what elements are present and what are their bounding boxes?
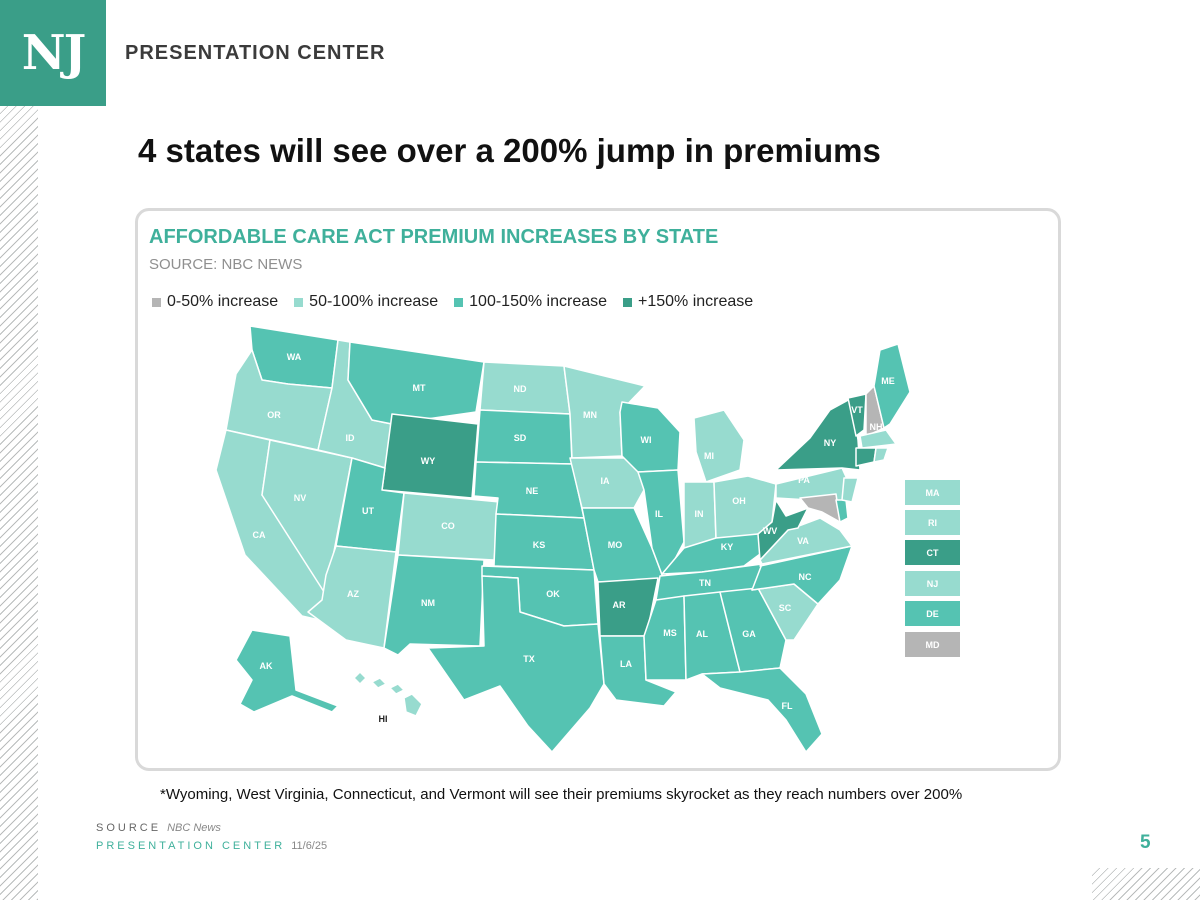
legend-swatch — [152, 297, 161, 307]
legend-item-mid: 50-100% increase — [294, 293, 438, 311]
state-label: CA — [253, 530, 266, 540]
state-ri — [873, 447, 889, 463]
state-label: WI — [641, 435, 652, 445]
state-label: TX — [523, 654, 535, 664]
state-label: ND — [514, 384, 527, 394]
state-label: NH — [870, 422, 883, 432]
state-label: LA — [620, 659, 632, 669]
state-label: KS — [533, 540, 546, 550]
state-label: OK — [546, 589, 560, 599]
nj-logo: NJ — [0, 0, 106, 106]
state-label: MS — [663, 628, 677, 638]
ne-box-ri: RI — [905, 510, 960, 535]
state-label: UT — [362, 506, 374, 516]
state-label: IN — [695, 509, 704, 519]
state-ct — [855, 447, 877, 467]
state-ms — [643, 595, 687, 681]
state-mi — [693, 409, 745, 483]
legend: 0-50% increase 50-100% increase 100-150%… — [152, 293, 769, 311]
state-label: AR — [613, 600, 626, 610]
state-label: IA — [601, 476, 611, 486]
state-nm — [383, 554, 485, 656]
state-label: KY — [721, 542, 734, 552]
state-label: VA — [797, 536, 809, 546]
footer-center: PRESENTATION CENTER 11/6/25 — [96, 840, 327, 852]
state-vt — [847, 393, 867, 437]
state-label: CO — [441, 521, 455, 531]
state-ma — [859, 429, 897, 449]
state-label: SC — [779, 603, 792, 613]
footnote: *Wyoming, West Virginia, Connecticut, an… — [160, 786, 963, 803]
state-label: MT — [413, 383, 426, 393]
state-label: AL — [696, 629, 708, 639]
state-label: TN — [699, 578, 711, 588]
state-nc — [751, 545, 853, 605]
state-ny — [775, 397, 861, 471]
state-label: ME — [881, 376, 895, 386]
state-wy — [381, 413, 479, 499]
state-label: HI — [379, 714, 388, 724]
center-label: PRESENTATION CENTER — [96, 840, 286, 852]
footer-source: SOURCE NBC News — [96, 822, 221, 834]
corner-hatch-decoration — [1092, 868, 1200, 900]
legend-label: 50-100% increase — [309, 293, 439, 310]
ne-box-ma: MA — [905, 480, 960, 505]
state-label: NY — [824, 438, 837, 448]
state-ga — [719, 587, 787, 673]
chart-title: AFFORDABLE CARE ACT PREMIUM INCREASES BY… — [149, 226, 719, 248]
state-label: FL — [782, 701, 793, 711]
legend-item-top: +150% increase — [623, 293, 753, 311]
ne-box-de: DE — [905, 601, 960, 626]
state-label: NM — [421, 598, 435, 608]
state-label: VT — [851, 405, 863, 415]
legend-item-high: 100-150% increase — [454, 293, 607, 311]
footer-date: 11/6/25 — [291, 840, 328, 852]
legend-label: 100-150% increase — [469, 293, 608, 310]
state-label: NC — [799, 572, 812, 582]
state-label: MO — [608, 540, 623, 550]
state-label: AZ — [347, 589, 359, 599]
state-az — [307, 545, 397, 649]
state-label: OH — [732, 496, 746, 506]
state-fl — [701, 667, 823, 753]
ne-box-md: MD — [905, 632, 960, 657]
state-label: WV — [763, 526, 778, 536]
slide-title: 4 states will see over a 200% jump in pr… — [138, 132, 881, 169]
state-label: MN — [583, 410, 597, 420]
left-hatch-decoration — [0, 106, 38, 900]
legend-item-low: 0-50% increase — [152, 293, 278, 311]
state-label: OR — [267, 410, 281, 420]
state-label: IL — [655, 509, 664, 519]
legend-label: +150% increase — [638, 293, 754, 310]
chart-source: SOURCE: NBC NEWS — [149, 256, 303, 273]
legend-swatch — [294, 297, 304, 307]
state-label: NV — [294, 493, 307, 503]
brand-title: PRESENTATION CENTER — [125, 42, 386, 64]
state-label: WY — [421, 456, 436, 466]
page-number: 5 — [1140, 832, 1151, 853]
state-ak — [235, 629, 339, 713]
state-label: GA — [742, 629, 756, 639]
ne-box-nj: NJ — [905, 571, 960, 596]
state-label: SD — [514, 433, 527, 443]
state-tx — [427, 575, 605, 753]
state-label: ID — [346, 433, 356, 443]
state-label: AK — [260, 661, 273, 671]
state-nj — [841, 477, 859, 503]
source-value: NBC News — [167, 822, 221, 834]
state-me — [873, 343, 911, 429]
state-md — [799, 493, 841, 523]
legend-swatch — [454, 297, 464, 307]
ne-box-ct: CT — [905, 540, 960, 565]
state-label: NE — [526, 486, 539, 496]
legend-label: 0-50% increase — [167, 293, 279, 310]
source-label: SOURCE — [96, 822, 162, 834]
state-label: PA — [798, 475, 810, 485]
state-label: MI — [704, 451, 714, 461]
legend-swatch — [623, 297, 633, 307]
state-label: WA — [287, 352, 302, 362]
state-hi — [353, 671, 423, 717]
